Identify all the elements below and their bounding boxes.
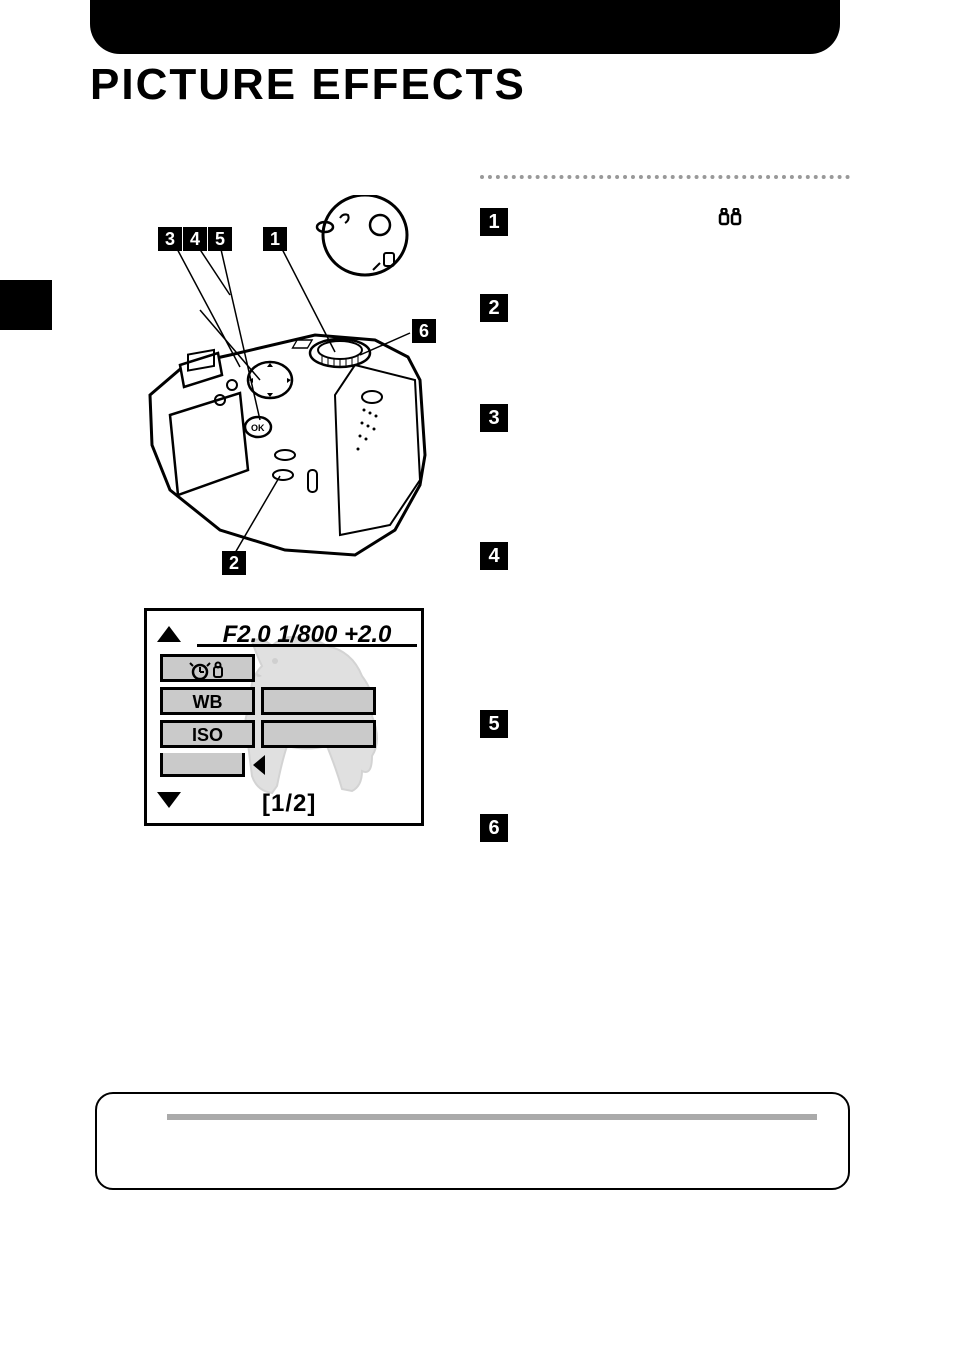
lcd-row-selftimer xyxy=(160,654,255,682)
lcd-status-bar: F2.0 1/800 +2.0 xyxy=(197,621,417,647)
mode-icon xyxy=(718,208,742,226)
steps-list: 1 2 3 4 5 6 xyxy=(480,208,840,912)
step-number-6: 6 xyxy=(480,814,508,842)
up-arrow-icon xyxy=(157,626,181,642)
step-number-4: 4 xyxy=(480,542,508,570)
lcd-row-blank xyxy=(160,753,245,777)
page-title: PICTURE EFFECTS xyxy=(90,60,526,110)
callout-6: 6 xyxy=(412,319,436,343)
step-2: 2 xyxy=(480,294,840,322)
step-number-5: 5 xyxy=(480,710,508,738)
step-number-3: 3 xyxy=(480,404,508,432)
step-content-1 xyxy=(518,208,840,236)
top-black-tab xyxy=(90,0,840,54)
step-5: 5 xyxy=(480,710,840,738)
step-content-2 xyxy=(518,294,840,322)
dotted-divider xyxy=(480,175,850,179)
left-arrow-icon xyxy=(253,755,265,775)
step-content-6 xyxy=(518,814,840,842)
lcd-row-wb: WB xyxy=(160,687,255,715)
lcd-menu-diagram: F2.0 1/800 +2.0 WB ISO [1/2] xyxy=(144,608,424,826)
callout-3: 3 xyxy=(158,227,182,251)
step-3: 3 xyxy=(480,404,840,432)
step-1: 1 xyxy=(480,208,840,236)
callout-row-345: 3 4 5 xyxy=(158,227,233,251)
step-4: 4 xyxy=(480,542,840,570)
callout-1: 1 xyxy=(263,227,287,251)
step-number-1: 1 xyxy=(480,208,508,236)
callout-5: 5 xyxy=(208,227,232,251)
note-box xyxy=(95,1092,850,1190)
down-arrow-icon xyxy=(157,792,181,808)
step-content-4 xyxy=(518,542,840,570)
lcd-page-indicator: [1/2] xyxy=(262,790,316,818)
side-black-tab xyxy=(0,280,52,330)
svg-text:OK: OK xyxy=(251,423,265,433)
note-divider xyxy=(167,1114,817,1120)
step-content-5 xyxy=(518,710,840,738)
callout-2: 2 xyxy=(222,551,246,575)
lcd-row-iso-value xyxy=(261,720,376,748)
step-number-2: 2 xyxy=(480,294,508,322)
lcd-row-wb-value xyxy=(261,687,376,715)
callout-4: 4 xyxy=(183,227,207,251)
step-content-3 xyxy=(518,404,840,432)
lcd-row-iso: ISO xyxy=(160,720,255,748)
step-6: 6 xyxy=(480,814,840,842)
dog-background-image xyxy=(207,621,407,811)
